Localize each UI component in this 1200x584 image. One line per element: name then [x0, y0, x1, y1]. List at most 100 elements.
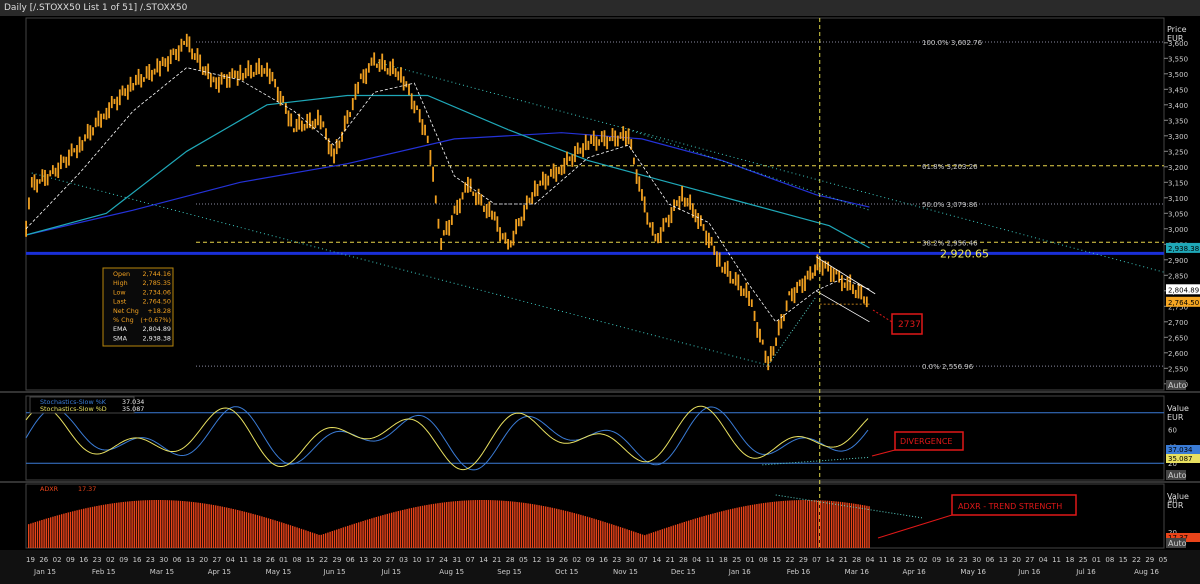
stoch-auto-label[interactable]: Auto [1168, 471, 1187, 480]
price-candle [76, 145, 78, 159]
x-day-tick-label: 19 [546, 556, 555, 564]
price-candle [148, 63, 151, 80]
price-candle [480, 194, 483, 206]
price-candle [801, 278, 804, 293]
price-candle [405, 81, 408, 88]
adxr-bar [261, 516, 263, 548]
x-day-tick-label: 09 [586, 556, 595, 564]
adxr-bar [226, 507, 228, 548]
adxr-bar [52, 516, 54, 548]
price-candle [402, 76, 405, 91]
price-candle [673, 199, 675, 211]
adxr-bar [459, 500, 461, 548]
price-candle [89, 125, 92, 141]
price-candle [816, 254, 819, 271]
adxr-bar [177, 500, 179, 548]
adxr-bar [606, 522, 608, 548]
adxr-bar [507, 501, 509, 548]
adxr-bar [861, 505, 864, 548]
auto-label[interactable]: Auto [1168, 381, 1187, 390]
price-candle [116, 96, 119, 111]
x-day-tick-label: 06 [985, 556, 994, 564]
x-day-tick-label: 31 [452, 556, 461, 564]
adxr-bar [793, 500, 795, 548]
adxr-bar [78, 509, 80, 548]
adxr-bar [67, 512, 69, 548]
price-candle [215, 77, 218, 90]
price-candle [338, 140, 341, 149]
adxr-bar [186, 501, 188, 548]
price-candle [442, 230, 445, 236]
adxr-bar [355, 523, 358, 548]
price-candle [630, 139, 633, 150]
adxr-bar [547, 506, 549, 548]
price-candle [234, 70, 236, 79]
adxr-bar [714, 512, 716, 548]
adxr-bar [230, 508, 232, 548]
adxr-bar [727, 509, 729, 548]
adxr-bar [593, 518, 595, 548]
price-candle [761, 339, 764, 345]
fibonacci-label: 100.0% 3,602.76 [922, 39, 983, 47]
price-candle [49, 170, 52, 177]
divergence-leader [871, 449, 896, 457]
stoch-axis-tag-label: 35.087 [1168, 455, 1193, 463]
adxr-bar [65, 513, 67, 548]
adxr-bar [127, 501, 129, 548]
price-candle [582, 143, 584, 158]
adxr-bar [395, 511, 397, 548]
adxr-bar [787, 500, 789, 548]
x-day-tick-label: 04 [692, 556, 701, 564]
adxr-bar [758, 503, 760, 548]
x-day-tick-label: 10 [412, 556, 421, 564]
price-candle [475, 192, 477, 206]
adxr-bar [811, 500, 813, 548]
adxr-bar [571, 512, 573, 548]
adxr-bar [633, 531, 635, 548]
adxr-bar [615, 525, 617, 548]
adxr-auto-label[interactable]: Auto [1168, 539, 1187, 548]
stoch-auto-button[interactable] [1166, 470, 1186, 480]
adxr-bar [131, 501, 133, 548]
x-day-tick-label: 06 [346, 556, 355, 564]
adxr-bar [102, 504, 105, 548]
price-candle [252, 71, 255, 77]
adxr-bar [525, 503, 527, 548]
x-month-label: Oct 15 [555, 568, 578, 576]
price-candle [485, 203, 488, 219]
adxr-bar [204, 503, 206, 548]
price-candle [57, 162, 60, 178]
price-candle [204, 66, 207, 76]
price-candle [491, 210, 493, 220]
adxr-bar [232, 508, 234, 548]
support-line-label: 2,920.65 [940, 247, 989, 260]
adxr-bar [677, 524, 679, 548]
auto-button[interactable] [1166, 380, 1186, 390]
price-candle [713, 245, 716, 256]
price-candle [539, 180, 542, 186]
price-candle [721, 266, 724, 273]
adxr-trend-line [775, 494, 924, 519]
adxr-bar [358, 522, 360, 548]
adxr-bar [448, 501, 450, 548]
price-candle [239, 64, 242, 80]
price-tick-label: 3,150 [1168, 179, 1188, 187]
x-day-tick-label: 08 [1105, 556, 1114, 564]
price-candle [814, 264, 816, 276]
price-candle [566, 151, 568, 165]
price-candle [550, 168, 552, 177]
adxr-bar [369, 518, 371, 548]
x-day-tick-label: 16 [79, 556, 88, 564]
adxr-auto-button[interactable] [1166, 538, 1186, 548]
adxr-bar [426, 504, 428, 548]
price-candle [121, 85, 124, 96]
adxr-bar [573, 513, 575, 548]
adxr-bar [655, 531, 657, 548]
adxr-bar [701, 516, 703, 548]
adxr-bar [630, 530, 633, 548]
price-candle [467, 176, 469, 193]
adxr-bar [87, 507, 89, 548]
price-tick-label: 3,050 [1168, 210, 1188, 218]
adxr-bar [644, 535, 646, 548]
adxr-bar [523, 502, 525, 548]
